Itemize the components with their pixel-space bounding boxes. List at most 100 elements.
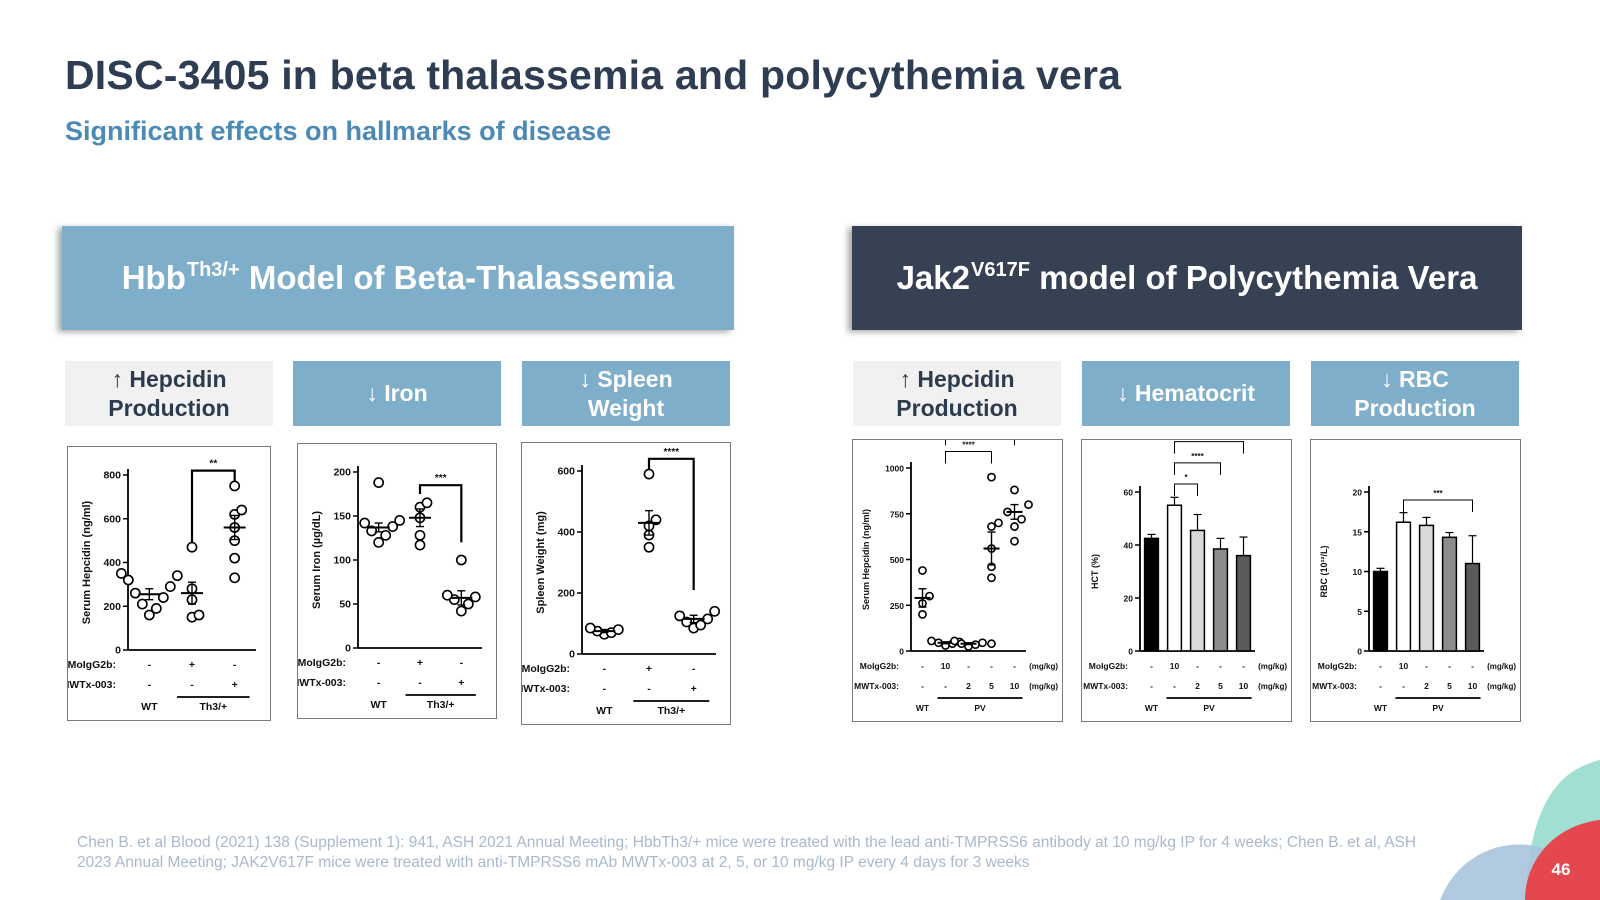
data-point [157,592,169,603]
treatment-value: 5 [1218,681,1223,691]
significance-bracket [945,451,992,464]
treatment-value: 5 [989,681,994,691]
treatment-value: - [1013,661,1016,671]
slide-subtitle: Significant effects on hallmarks of dise… [65,116,612,146]
y-tick-label: 600 [103,513,121,525]
y-tick-label: 20 [1353,488,1363,498]
treatment-value: - [1379,681,1382,691]
chart-bt-serum-iron: 0 50 100 150 200 Serum Iron (µg/dL) *** MoIgG2b… [297,443,497,719]
data-point [918,609,927,619]
bar [1395,521,1412,652]
treatment-value: 2 [1424,681,1429,691]
treatment-value: - [921,681,924,691]
data-point [115,568,127,579]
significance-label: *** [1433,489,1443,498]
data-point [462,598,474,610]
treatment-value: - [148,679,152,691]
bar [1212,548,1229,652]
y-tick-label: 10 [1353,567,1363,577]
data-point [171,570,183,582]
data-point [987,639,996,649]
significance-bracket [418,484,463,543]
treatment-value: - [944,681,947,691]
treatment-value: + [458,677,464,689]
group-label: PV [1432,703,1444,713]
tile-pv-rbc: ↓ RBC Production [1311,361,1519,426]
y-tick-label: 50 [339,599,351,611]
tile-line: Weight [587,394,665,421]
y-tick-label: 20 [1124,594,1134,604]
treatment-value: - [1196,661,1199,671]
bar [1464,562,1481,652]
y-tick-label: 200 [103,601,121,613]
data-point [229,552,241,564]
footnote: Chen B. et al Blood (2021) 138 (Suppleme… [77,834,1417,871]
treatment-value: - [1448,661,1451,671]
data-point [1010,536,1019,546]
y-tick-label: 60 [1124,488,1134,498]
tile-line: ↓ Hematocrit [1116,380,1256,406]
treatment-value: - [647,683,651,695]
treatment-value: - [603,683,607,695]
treatment-row-label: MWTx-003: [522,683,570,695]
treatment-value: 2 [966,681,971,691]
slide-title: DISC-3405 in beta thalassemia and polycy… [65,52,1122,98]
treatment-value: - [1379,661,1382,671]
y-tick-label: 0 [569,649,575,661]
y-tick-label: 15 [1353,527,1363,537]
treatment-value: - [990,661,993,671]
chart-pv-serum-hepcidin: 0 250 500 750 1000 Serum Hepcidin (ng/ml) ****… [852,439,1063,722]
bar [1143,537,1160,652]
significance-bracket [190,469,236,543]
bar [1418,524,1435,652]
data-point [584,622,596,634]
data-point [359,517,371,529]
treatment-row-label: MoIgG2b: [68,659,116,671]
polycythemia-vera-banner: Jak2 V617F model of Polycythemia Vera [852,226,1522,330]
treatment-value: - [603,663,607,675]
bar [1235,554,1252,652]
data-point [1010,485,1019,495]
y-tick-label: 200 [333,467,351,479]
data-point [1017,514,1026,524]
data-point [229,480,241,492]
tile-line: ↓ RBC [1381,365,1449,392]
tile-line: Production [1354,394,1476,421]
group-label: PV [1203,703,1215,713]
y-tick-label: 40 [1124,541,1134,551]
bar [1189,529,1206,652]
corner-decoration [1440,740,1600,900]
treatment-value: - [921,661,924,671]
significance-bracket [1403,499,1473,512]
treatment-row-label: MWTx-003: [298,677,346,689]
data-point [366,525,378,537]
beta-thalassemia-banner: Hbb Th3/+ Model of Beta-Thalassemia [62,226,734,330]
data-point [150,603,162,614]
y-tick-label: 0 [1357,647,1362,657]
y-tick-label: 500 [890,555,904,565]
y-axis-label: Serum Hepcidin (ng/ml) [861,509,871,610]
treatment-value: - [190,679,194,691]
data-point [136,598,148,610]
y-tick-label: 250 [890,601,904,611]
significance-bracket [1174,462,1221,475]
treatment-row-label: MWTx-003: [68,679,116,691]
tile-bt-hepcidin: ↑ Hepcidin Production [65,361,273,426]
data-point [421,497,433,509]
treatment-value: - [1425,661,1428,671]
banner-gene: Hbb [121,259,186,296]
treatment-value: 10 [1170,661,1180,671]
treatment-units: (mg/kg) [1487,662,1516,671]
tile-line: Production [108,394,230,421]
tile-pv-hematocrit: ↓ Hematocrit [1082,361,1290,426]
significance-label: **** [664,447,680,458]
data-point [1024,500,1033,509]
y-tick-label: 400 [103,557,121,569]
y-axis-label: RBC (10¹²/L) [1319,546,1329,598]
data-point [122,574,134,586]
treatment-value: 10 [1468,681,1478,691]
y-axis-label: Spleen Weight (mg) [535,511,547,614]
data-point [193,609,205,621]
treatment-value: - [967,661,970,671]
group-label: Th3/+ [657,705,685,717]
